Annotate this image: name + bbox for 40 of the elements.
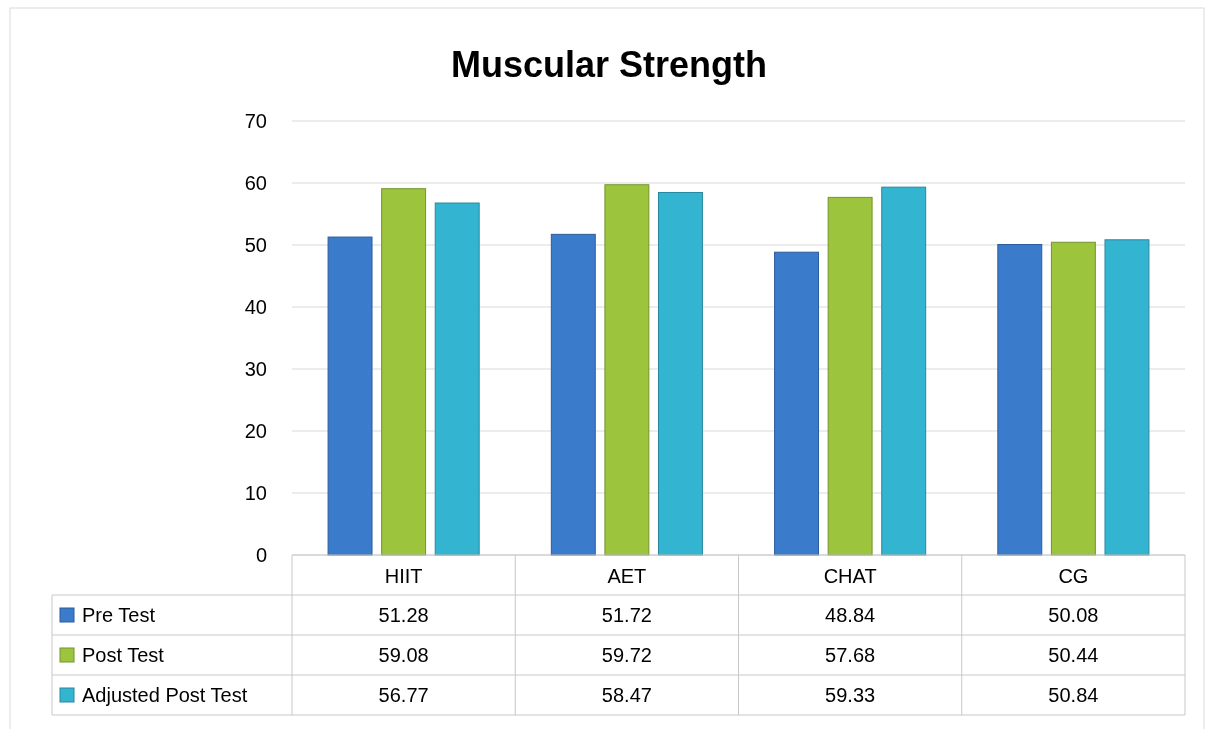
bar (604, 184, 650, 556)
y-tick-label: 0 (255, 544, 267, 566)
legend-label: Adjusted Post Test (82, 684, 248, 706)
data-label: 50.08 (1048, 604, 1099, 626)
y-tick-label: 20 (244, 420, 267, 442)
x-tick-label: AET (607, 565, 647, 587)
bar (657, 191, 703, 556)
data-label: 59.72 (601, 644, 652, 666)
bar (1104, 239, 1150, 556)
y-tick-label: 10 (244, 482, 267, 504)
data-label: 50.44 (1048, 644, 1099, 666)
data-label: 51.28 (378, 604, 429, 626)
data-label: 59.08 (378, 644, 429, 666)
data-label: 51.72 (601, 604, 652, 626)
y-tick-label: 40 (244, 296, 267, 318)
y-tick-label: 70 (244, 110, 267, 132)
data-label: 50.84 (1048, 684, 1099, 706)
bar (327, 236, 373, 556)
data-label: 48.84 (825, 604, 876, 626)
bar (997, 244, 1043, 556)
data-label: 58.47 (601, 684, 652, 706)
x-tick-label: CG (1058, 565, 1089, 587)
bar (434, 202, 480, 556)
bar (774, 251, 820, 556)
bar (827, 196, 873, 556)
bar (881, 186, 927, 556)
legend-label: Pre Test (82, 604, 156, 626)
legend-label: Post Test (82, 644, 165, 666)
bar (1050, 241, 1096, 556)
bar (381, 188, 427, 556)
data-label: 57.68 (825, 644, 876, 666)
data-label: 56.77 (378, 684, 429, 706)
y-tick-label: 30 (244, 358, 267, 380)
chart-title: Muscular Strength (450, 44, 768, 85)
data-label: 59.33 (825, 684, 876, 706)
y-tick-label: 50 (244, 234, 267, 256)
y-tick-label: 60 (244, 172, 267, 194)
bar (550, 233, 596, 556)
x-tick-label: HIIT (384, 565, 423, 587)
x-tick-label: CHAT (823, 565, 877, 587)
